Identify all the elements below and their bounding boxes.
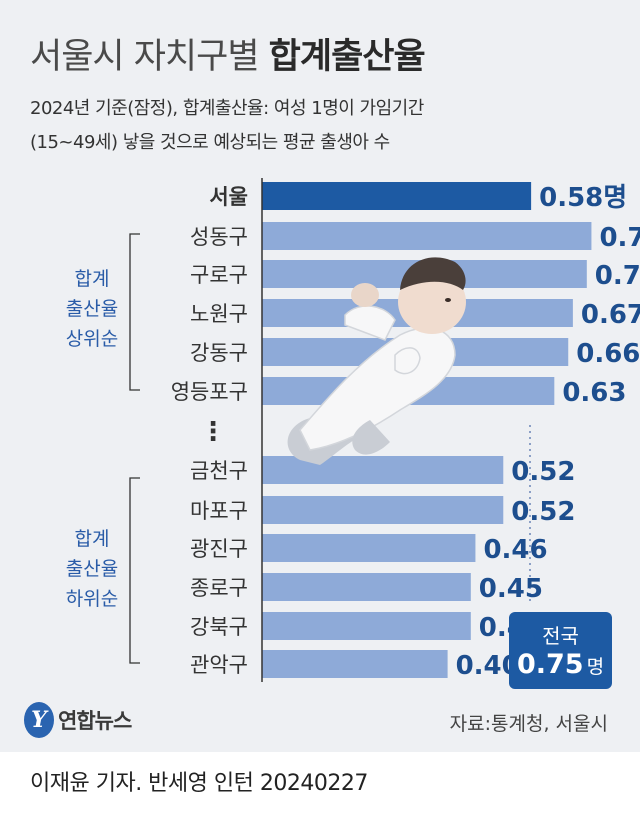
- bar-6: [262, 456, 504, 484]
- bottom-group-label-1: 출산율: [66, 558, 118, 580]
- category-label-9: 종로구: [190, 576, 248, 600]
- category-label-10: 강북구: [190, 615, 248, 639]
- category-label-0: 서울: [209, 185, 248, 209]
- bottom-group-label-0: 합계: [75, 528, 110, 550]
- national-average-box: 전국 0.75 명: [509, 612, 612, 689]
- bottom-group-label-2: 하위순: [66, 588, 118, 610]
- national-label: 전국: [542, 624, 579, 648]
- page-title: 서울시 자치구별 합계출산율: [30, 28, 426, 79]
- bar-1: [262, 222, 592, 250]
- national-value: 0.75: [516, 649, 584, 680]
- value-label-1: 0.71: [599, 223, 640, 253]
- ellipsis: ⋮: [200, 417, 226, 447]
- value-label-7: 0.52: [511, 497, 575, 527]
- bar-9: [262, 573, 471, 601]
- category-label-2: 구로구: [190, 263, 248, 287]
- bar-11: [262, 650, 448, 678]
- bar-7: [262, 496, 504, 524]
- category-label-1: 성동구: [190, 225, 248, 249]
- category-label-6: 금천구: [190, 459, 248, 483]
- yonhap-logo: Y 연합뉴스: [24, 700, 132, 740]
- logo-text: 연합뉴스: [58, 709, 132, 733]
- category-label-11: 관악구: [190, 653, 248, 677]
- category-label-8: 광진구: [190, 537, 248, 561]
- value-label-8: 0.46: [483, 535, 547, 565]
- top-group-label-1: 출산율: [66, 298, 118, 320]
- value-label-3: 0.67: [581, 300, 640, 330]
- byline: 이재윤 기자. 반세영 인턴 20240227: [30, 771, 368, 796]
- value-label-6: 0.52: [511, 457, 575, 487]
- value-label-0: 0.58명: [539, 183, 627, 213]
- top-group-bracket: [129, 233, 140, 391]
- value-label-9: 0.45: [479, 574, 543, 604]
- yonhap-logo-icon: Y: [24, 702, 54, 738]
- bar-8: [262, 534, 476, 562]
- top-group-label-2: 상위순: [66, 328, 118, 350]
- subtitle-line-2: (15~49세) 낳을 것으로 예상되는 평균 출생아 수: [30, 132, 390, 153]
- value-label-5: 0.63: [562, 378, 626, 408]
- baby-illustration: [287, 257, 466, 465]
- title-bold: 합계출산율: [268, 37, 426, 77]
- category-label-7: 마포구: [190, 499, 248, 523]
- category-label-5: 영등포구: [171, 380, 248, 404]
- category-label-4: 강동구: [190, 341, 248, 365]
- top-group-label-0: 합계: [75, 268, 110, 290]
- value-label-2: 0.70: [595, 261, 640, 291]
- national-unit: 명: [586, 656, 605, 678]
- subtitle: 2024년 기준(잠정), 합계출산율: 여성 1명이 가임기간 (15~49세…: [30, 92, 424, 160]
- source-note: 자료:통계청, 서울시: [449, 713, 608, 735]
- value-label-4: 0.66: [576, 339, 640, 369]
- subtitle-line-1: 2024년 기준(잠정), 합계출산율: 여성 1명이 가임기간: [30, 98, 424, 119]
- title-regular: 서울시 자치구별: [30, 37, 260, 77]
- bar-10: [262, 612, 471, 640]
- category-label-3: 노원구: [190, 302, 248, 326]
- bar-0: [262, 182, 532, 210]
- bottom-group-bracket: [129, 477, 140, 664]
